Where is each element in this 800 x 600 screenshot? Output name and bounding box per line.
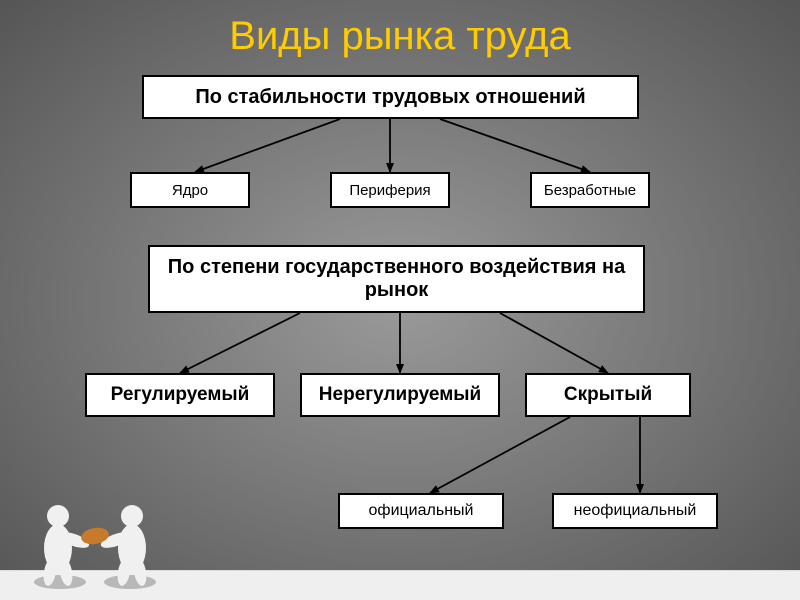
box-unofficial: неофициальный [552, 493, 718, 529]
box-label: По стабильности трудовых отношений [195, 86, 585, 109]
box-label: По степени государственного воздействия … [158, 256, 635, 302]
box-label: Периферия [349, 182, 430, 199]
box-label: официальный [369, 502, 474, 520]
box-stability-header: По стабильности трудовых отношений [142, 75, 639, 119]
box-unemployed: Безработные [530, 172, 650, 208]
box-label: неофициальный [574, 502, 697, 520]
box-regulated: Регулируемый [85, 373, 275, 417]
box-label: Безработные [544, 182, 636, 199]
box-label: Ядро [172, 182, 208, 199]
box-regulation-header: По степени государственного воздействия … [148, 245, 645, 313]
box-label: Регулируемый [111, 384, 250, 406]
page-title: Виды рынка труда [0, 14, 800, 58]
box-unregulated: Нерегулируемый [300, 373, 500, 417]
box-official: официальный [338, 493, 504, 529]
box-label: Скрытый [564, 384, 652, 406]
box-core: Ядро [130, 172, 250, 208]
box-label: Нерегулируемый [319, 384, 481, 406]
box-periphery: Периферия [330, 172, 450, 208]
platform-strip [0, 570, 800, 600]
box-hidden: Скрытый [525, 373, 691, 417]
